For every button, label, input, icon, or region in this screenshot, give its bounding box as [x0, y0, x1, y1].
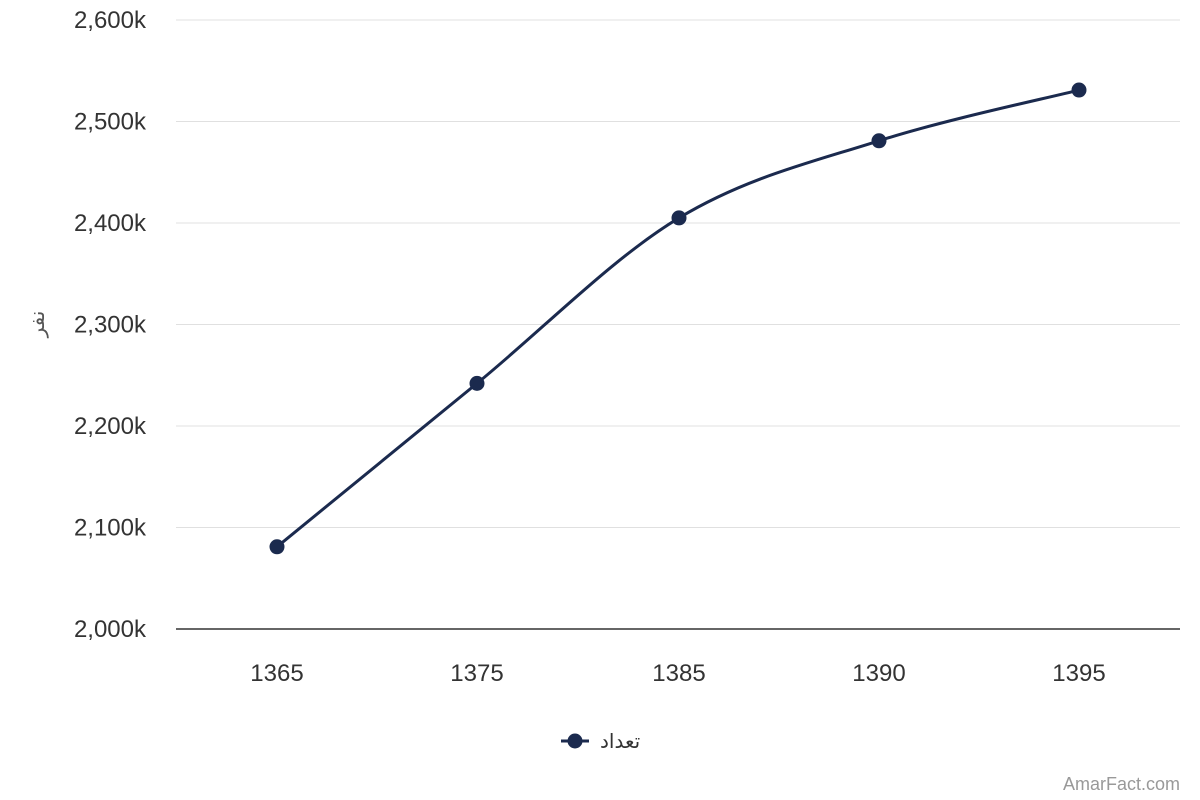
x-axis-ticks: 1365 1375 1385 1390 1395	[250, 660, 1105, 687]
y-axis-ticks: 2,000k 2,100k 2,200k 2,300k 2,400k 2,500k 2,60…	[74, 7, 147, 643]
x-tick-label: 1385	[652, 660, 705, 687]
legend-marker-icon	[567, 733, 583, 749]
legend-label: تعداد	[600, 729, 640, 753]
data-point	[469, 375, 485, 391]
credit-link[interactable]: AmarFact.com	[1063, 774, 1180, 794]
grid-lines	[176, 19, 1180, 528]
y-tick-label: 2,500k	[74, 109, 147, 136]
y-tick-label: 2,400k	[74, 210, 147, 237]
series-line	[276, 88, 1080, 548]
x-tick-label: 1375	[450, 660, 503, 687]
y-axis-label: نفر	[25, 311, 49, 339]
x-tick-label: 1365	[250, 660, 303, 687]
y-tick-label: 2,000k	[74, 616, 147, 643]
data-point	[671, 210, 687, 226]
legend[interactable]: تعداد	[561, 729, 640, 753]
y-tick-label: 2,600k	[74, 7, 147, 34]
y-tick-label: 2,100k	[74, 515, 147, 542]
data-point	[1071, 82, 1087, 98]
y-tick-label: 2,300k	[74, 312, 147, 339]
data-point	[269, 539, 285, 555]
y-tick-label: 2,200k	[74, 413, 147, 440]
data-points	[269, 82, 1087, 555]
x-tick-label: 1390	[852, 660, 905, 687]
data-point	[871, 133, 887, 149]
x-tick-label: 1395	[1052, 660, 1105, 687]
